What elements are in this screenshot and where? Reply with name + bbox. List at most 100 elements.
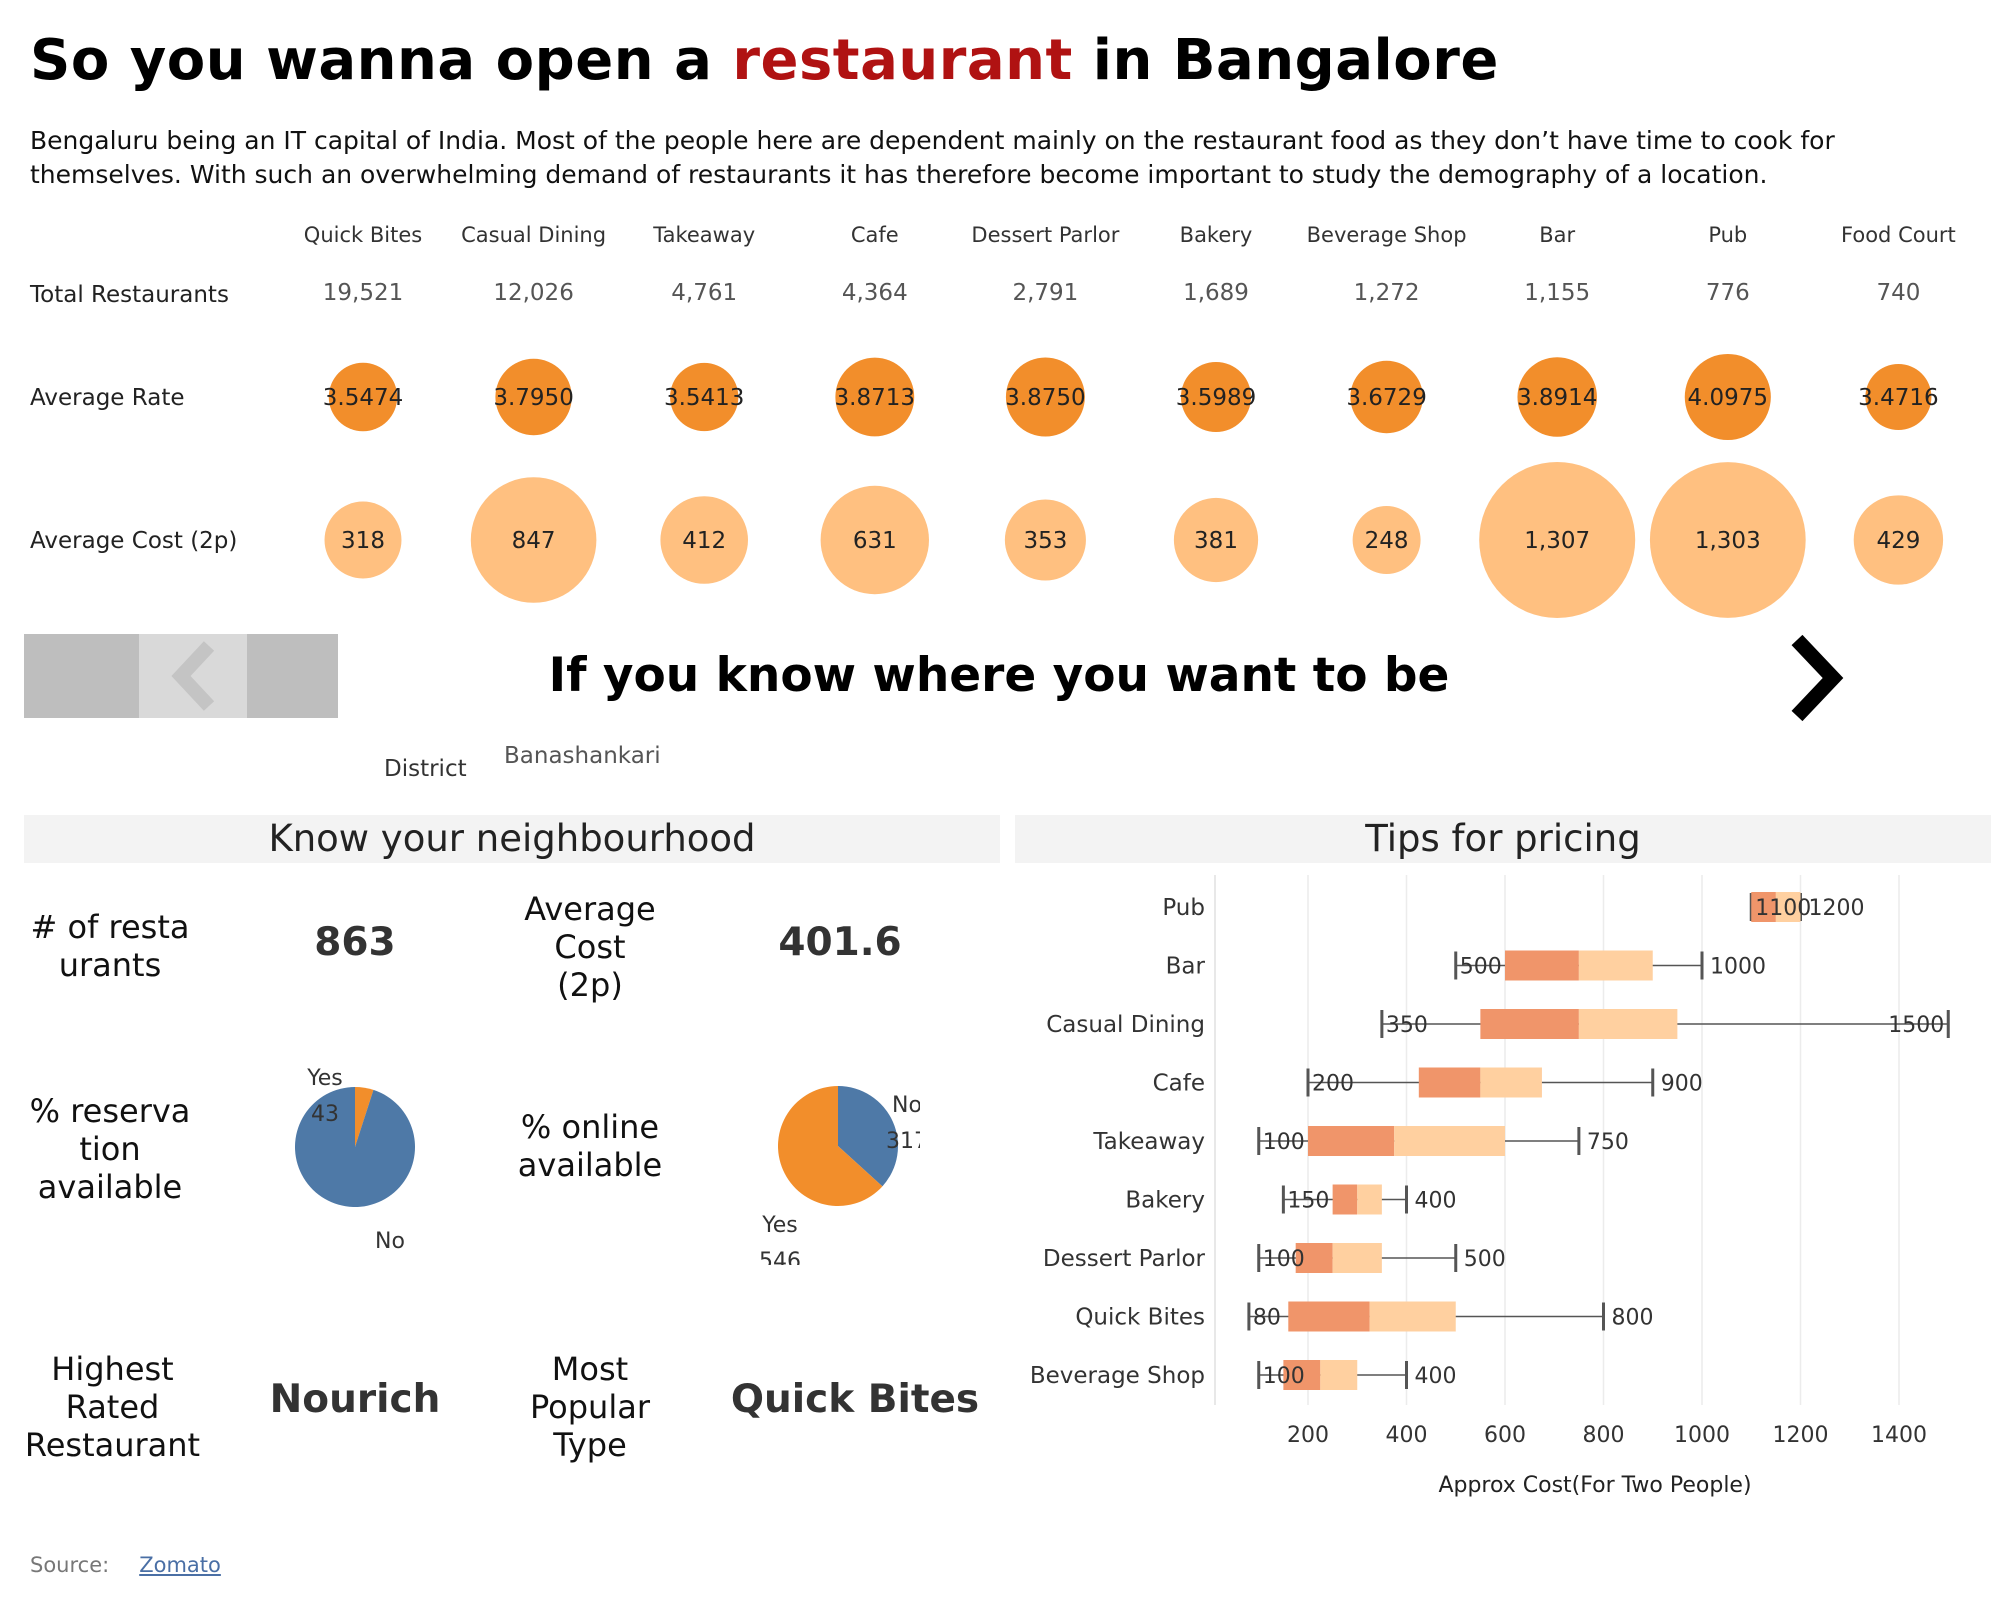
rate-bubble <box>1865 363 1932 431</box>
box-lower-half <box>1288 1301 1370 1332</box>
box-category-label: Quick Bites <box>1075 1305 1205 1331</box>
rate-value: 3.5413 <box>664 385 744 411</box>
source-link[interactable]: Zomato <box>139 1553 221 1577</box>
pricing-boxplot: 200 400 600 800 1000 1200 1400 Approx Cost(For … <box>1030 875 1950 1498</box>
pie-slice-value: 546 <box>759 1249 801 1265</box>
box-category-label: Bakery <box>1125 1188 1205 1214</box>
box-lower-half <box>1283 1360 1321 1390</box>
intro-paragraph: Bengaluru being an IT capital of India. … <box>30 126 1835 189</box>
box-upper-half <box>1578 1009 1678 1039</box>
box-max-label: 800 <box>1612 1306 1654 1331</box>
cost-value: 318 <box>341 528 385 554</box>
nav-previous-button[interactable] <box>24 634 338 718</box>
box-max-label: 500 <box>1464 1247 1506 1272</box>
cost-bubble <box>1479 462 1636 618</box>
box-upper-half <box>1775 892 1801 922</box>
cost-value: 1,307 <box>1524 528 1590 554</box>
restaurant-count-value: 863 <box>314 920 396 965</box>
pie-slice-label: Yes <box>306 1066 343 1091</box>
cost-value: 353 <box>1023 528 1067 554</box>
total-restaurants-value: 1,689 <box>1183 280 1249 306</box>
online-label: % online available <box>517 1108 663 1184</box>
category-header: Takeaway <box>652 223 755 247</box>
total-restaurants-value: 740 <box>1876 280 1920 306</box>
box-lower-half <box>1308 1126 1395 1156</box>
cost-value: 429 <box>1876 528 1920 554</box>
category-header: Casual Dining <box>461 223 606 247</box>
rate-value: 4.0975 <box>1688 385 1768 411</box>
box-max-label: 400 <box>1415 1364 1457 1389</box>
cost-value: 248 <box>1365 528 1409 554</box>
cost-bubble <box>470 477 597 603</box>
total-restaurants-value: 1,155 <box>1524 280 1590 306</box>
total-restaurants-value: 1,272 <box>1354 280 1420 306</box>
source-note: Source: Zomato <box>30 1553 221 1577</box>
cost-bubble <box>1352 506 1421 574</box>
box-upper-half <box>1394 1126 1505 1156</box>
average-cost-value: 401.6 <box>778 920 902 965</box>
box-lower-half <box>1418 1067 1481 1098</box>
x-tick-label: 1200 <box>1773 1423 1829 1448</box>
box-upper-half <box>1320 1360 1358 1390</box>
box-min-label: 200 <box>1312 1072 1354 1097</box>
category-header: Bakery <box>1180 223 1253 247</box>
row-label: Average Cost (2p) <box>30 528 237 554</box>
box-lower-half <box>1751 892 1776 922</box>
box-min-label: 100 <box>1263 1130 1305 1155</box>
rate-value: 3.5474 <box>323 385 403 411</box>
rate-bubble <box>328 362 398 432</box>
chevron-right-icon <box>1791 634 1844 722</box>
box-min-label: 350 <box>1386 1013 1428 1038</box>
category-header: Beverage Shop <box>1307 223 1467 247</box>
district-filter-label: District <box>384 756 467 782</box>
rate-bubble <box>1180 361 1252 433</box>
box-lower-half <box>1332 1184 1358 1215</box>
box-max-label: 1000 <box>1710 955 1766 980</box>
total-restaurants-value: 19,521 <box>323 280 403 306</box>
box-min-label: 500 <box>1460 955 1502 980</box>
highest-rated-value: Nourich <box>269 1377 441 1422</box>
nav-next-button[interactable] <box>1785 630 1845 726</box>
row-label: Total Restaurants <box>29 282 229 308</box>
box-upper-half <box>1369 1301 1456 1332</box>
rate-bubble <box>1684 353 1771 441</box>
x-axis-label: Approx Cost(For Two People) <box>1438 1473 1751 1498</box>
box-max-label: 1500 <box>1888 1013 1944 1038</box>
box-min-label: 100 <box>1263 1364 1305 1389</box>
box-lower-half <box>1480 1009 1579 1039</box>
rate-value: 3.5989 <box>1176 385 1256 411</box>
rate-value: 3.7950 <box>493 385 573 411</box>
box-category-label: Cafe <box>1153 1071 1205 1097</box>
cost-bubble <box>1173 497 1259 583</box>
box-min-label: 1100 <box>1755 896 1811 921</box>
cost-bubble <box>1649 462 1806 618</box>
rate-value: 3.4716 <box>1858 385 1938 411</box>
x-tick-label: 1400 <box>1871 1423 1927 1448</box>
box-max-label: 1200 <box>1809 896 1865 921</box>
box-lower-half <box>1505 950 1579 981</box>
box-category-label: Pub <box>1162 895 1205 921</box>
chevron-left-icon <box>139 634 247 718</box>
cost-bubble <box>1853 495 1944 585</box>
rate-bubble <box>1517 357 1597 437</box>
reservation-label: % reserva tion available <box>29 1092 191 1206</box>
cost-value: 847 <box>512 528 556 554</box>
pie-slice-label: No <box>892 1093 920 1118</box>
rate-bubble <box>1005 357 1085 437</box>
box-lower-half <box>1295 1243 1333 1273</box>
nav-title: If you know where you want to be <box>548 648 1450 703</box>
x-tick-label: 600 <box>1484 1423 1526 1448</box>
rate-bubble <box>1350 360 1423 434</box>
x-tick-label: 800 <box>1583 1423 1625 1448</box>
rate-value: 3.8713 <box>835 385 915 411</box>
box-max-label: 400 <box>1415 1189 1457 1214</box>
district-filter-select[interactable]: Banashankari <box>504 743 661 769</box>
online-pie-chart: No 317 Yes 546 <box>759 1086 920 1265</box>
highest-rated-label: Highest Rated Restaurant <box>24 1350 201 1464</box>
box-category-label: Dessert Parlor <box>1043 1246 1206 1272</box>
pie-slice <box>295 1087 415 1207</box>
cost-value: 412 <box>682 528 726 554</box>
neighbourhood-title: Know your neighbourhood <box>24 815 1000 863</box>
cost-bubble <box>660 496 748 584</box>
box-max-label: 750 <box>1587 1130 1629 1155</box>
